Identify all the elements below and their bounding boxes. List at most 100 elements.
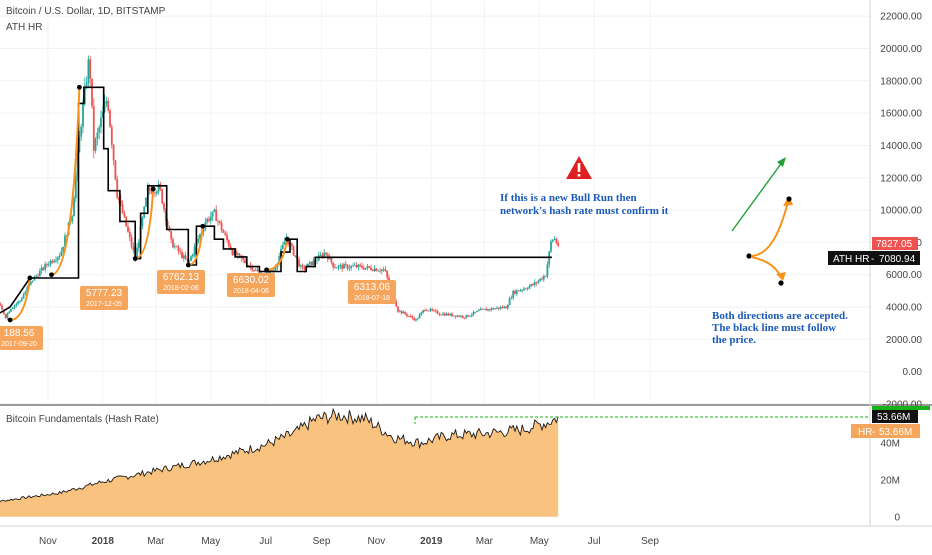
annotation-directions-line-1: Both directions are accepted. [712, 310, 848, 322]
candle-up [58, 255, 61, 258]
candle-down [109, 110, 111, 127]
time-tick-label: Nov [39, 536, 57, 547]
candle-up [143, 206, 146, 218]
candle-down [119, 200, 122, 205]
candle-up [105, 100, 108, 104]
candle-up [373, 268, 376, 271]
candle-up [422, 310, 425, 313]
candle-up [483, 308, 486, 310]
candle-down [175, 246, 178, 248]
candle-down [440, 314, 443, 316]
candle-down [370, 267, 372, 270]
candle-up [526, 288, 529, 290]
price-tick-label: 14000.00 [880, 141, 922, 152]
candle-down [431, 308, 434, 311]
curve-start-dot [185, 262, 191, 268]
candle-down [438, 313, 441, 315]
candle-down [447, 313, 450, 316]
point-label: 5777.23 2017-12-05 [80, 286, 128, 310]
time-axis[interactable]: Nov 2018 Mar May Jul Sep Nov 2019 Mar May Jul Sep [39, 536, 659, 547]
time-tick-label: 2019 [420, 536, 443, 547]
candle-down [497, 307, 500, 309]
candle-up [55, 260, 57, 261]
candle-down [132, 246, 135, 251]
time-tick-label: Jul [588, 536, 601, 547]
ath-tag-label: ATH HR [833, 254, 869, 265]
candle-up [82, 104, 84, 127]
candle-down [170, 231, 173, 240]
growth-curve [134, 189, 155, 260]
candle-up [157, 184, 160, 192]
candle-up [80, 126, 83, 137]
candle-up [506, 305, 509, 309]
time-tick-label: Sep [313, 536, 331, 547]
candle-up [19, 300, 21, 302]
candle-down [163, 203, 165, 210]
candle-up [380, 269, 383, 271]
candle-down [409, 316, 412, 317]
candle-up [364, 267, 367, 270]
candle-down [458, 315, 461, 317]
point-label-value: 6630.02 [233, 275, 270, 286]
annotation-bull-run-line-2: network's hash rate must confirm it [500, 205, 669, 217]
candle-down [359, 264, 362, 266]
candle-up [87, 59, 90, 84]
candle-down [433, 310, 435, 312]
candle-down [404, 311, 407, 315]
curve-end-dot [200, 223, 206, 229]
candle-down [229, 246, 232, 250]
candle-up [416, 318, 419, 320]
candle-up [323, 252, 326, 257]
price-pane[interactable] [0, 0, 870, 404]
hash-axis[interactable]: 0 20M 40M [881, 438, 901, 523]
candle-up [366, 266, 369, 268]
candle-down [413, 318, 416, 321]
candle-up [512, 290, 515, 298]
candle-up [319, 254, 322, 256]
candle-up [550, 241, 552, 252]
candle-down [253, 270, 255, 272]
candle-down [1, 305, 3, 310]
candle-up [343, 264, 345, 269]
candle-down [130, 237, 133, 247]
candle-up [429, 308, 432, 311]
candle-up [78, 136, 81, 153]
candle-up [213, 209, 216, 212]
candle-up [469, 315, 471, 317]
candle-down [161, 189, 164, 204]
curve-end-dot [150, 186, 156, 192]
projection-curves [7, 84, 290, 323]
price-tick-label: -2000.00 [883, 400, 923, 411]
candle-up [254, 269, 257, 271]
indicator-title: ATH HR [6, 22, 42, 33]
time-tick-label: May [201, 536, 220, 547]
candle-down [325, 252, 327, 255]
candle-down [346, 264, 349, 269]
candle-up [44, 264, 47, 270]
candle-up [11, 307, 14, 310]
candle-up [328, 257, 331, 260]
point-labels: 188.56 2017-09-20 5777.23 2017-12-05 6762.13… [0, 270, 396, 350]
candle-up [521, 289, 524, 291]
annotation-directions-line-3: the price. [712, 334, 756, 346]
candle-up [499, 307, 502, 309]
candle-up [141, 217, 144, 227]
candle-up [206, 218, 209, 223]
candle-up [211, 211, 214, 217]
candle-down [4, 314, 7, 318]
candle-up [508, 298, 511, 306]
hr-tag-label: HR [858, 427, 872, 438]
candle-down [123, 213, 126, 217]
candle-down [481, 308, 484, 310]
candle-up [40, 267, 43, 271]
candle-up [22, 294, 25, 299]
hash-ath-tag: 53.66M [872, 406, 930, 423]
candle-down [330, 257, 333, 263]
point-label-box [157, 270, 205, 294]
candle-up [479, 308, 482, 311]
candle-up [62, 246, 65, 252]
candle-up [553, 238, 556, 240]
candle-down [231, 249, 234, 255]
candle-up [202, 228, 205, 232]
price-axis[interactable]: -2000.000.002000.004000.006000.008000.00… [880, 12, 922, 411]
